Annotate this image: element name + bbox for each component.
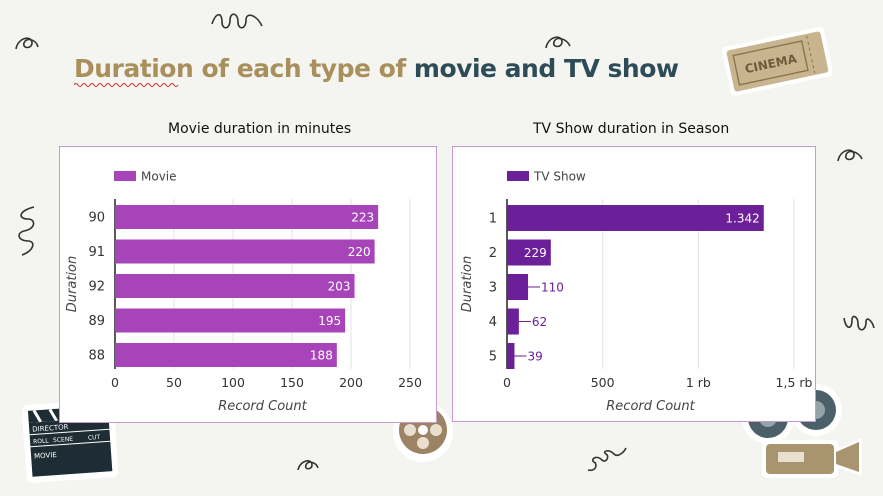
x-axis-title: Record Count [218, 399, 307, 414]
tvshow-chart-panel: 0 500 1 rb 1,5 rb TV Show 1 1.342 2 229 3 110 4 62 5 3… [452, 146, 816, 422]
clapper-scene-text: SCENE [53, 436, 74, 444]
squiggle-doodle [587, 447, 627, 472]
y-tick-label: 3 [489, 281, 497, 296]
x-tick-label: 0 [111, 375, 119, 390]
x-tick-label: 50 [166, 375, 182, 390]
x-tick-label: 1 rb [686, 375, 711, 390]
page-title: Duration of each type of movie and TV sh… [74, 54, 679, 83]
movie-chart-title: Movie duration in minutes [168, 121, 352, 137]
bar [115, 274, 355, 298]
legend-swatch [507, 171, 529, 181]
x-axis-title: Record Count [606, 399, 695, 414]
y-tick-label: 88 [88, 349, 105, 364]
data-label: 229 [524, 246, 547, 260]
legend-label: Movie [141, 170, 177, 184]
tvshow-duration-chart: 0 500 1 rb 1,5 rb TV Show 1 1.342 2 229 3 110 4 62 5 3… [460, 170, 813, 415]
bar [115, 239, 375, 264]
clapper-director-text: DIRECTOR [32, 423, 69, 434]
x-tick-label: 0 [503, 375, 511, 390]
x-tick-label: 250 [398, 375, 422, 390]
tvshow-chart-title: TV Show duration in Season [533, 121, 730, 137]
movie-duration-chart: 0 50 100 150 200 250 Movie 90 223 91 220 92 203 89 195… [65, 170, 422, 415]
y-axis-title: Duration [65, 256, 80, 312]
swirl-doodle [545, 36, 571, 49]
x-tick-label: 100 [221, 375, 245, 390]
y-tick-label: 90 [88, 211, 105, 226]
y-tick-label: 92 [88, 280, 105, 295]
y-tick-label: 1 [489, 212, 497, 227]
legend-swatch [114, 171, 136, 181]
bar [507, 239, 551, 266]
data-label: 188 [310, 349, 333, 363]
bar [115, 205, 379, 229]
legend-label: TV Show [533, 170, 586, 184]
title-part-two: movie and TV show [413, 54, 679, 83]
clapper-cut-text: CUT [88, 434, 101, 442]
y-tick-label: 89 [88, 314, 105, 329]
data-label: 195 [318, 314, 341, 328]
y-tick-label: 4 [489, 315, 497, 330]
data-label: 62 [532, 315, 547, 329]
cinema-ticket-sticker: CINEMA [722, 26, 833, 97]
bar [115, 343, 337, 367]
data-label: 110 [541, 281, 564, 295]
x-tick-label: 500 [591, 375, 615, 390]
bar [507, 343, 515, 369]
bar [115, 308, 346, 333]
x-tick-label: 150 [280, 375, 304, 390]
squiggle-doodle [18, 206, 35, 256]
spellcheck-underline [74, 83, 179, 87]
movie-chart-panel: 0 50 100 150 200 250 Movie 90 223 91 220 92 203 89 195… [59, 146, 437, 423]
data-label: 203 [328, 280, 351, 294]
title-part-one: Duration of each type of [74, 54, 406, 83]
swirl-doodle [297, 460, 319, 471]
data-label: 39 [527, 350, 542, 364]
swirl-doodle [15, 37, 39, 50]
y-axis-title: Duration [460, 256, 475, 312]
clapper-roll-text: ROLL [33, 437, 50, 445]
y-tick-label: 5 [489, 350, 497, 365]
x-tick-label: 200 [339, 375, 363, 390]
bar [507, 274, 529, 300]
bar [507, 308, 519, 335]
swirl-doodle [837, 149, 863, 162]
clapper-movie-text: MOVIE [34, 451, 57, 461]
x-tick-label: 1,5 rb [776, 375, 813, 390]
data-label: 1.342 [725, 212, 759, 226]
y-tick-label: 91 [88, 245, 105, 260]
data-label: 223 [351, 211, 374, 225]
y-tick-label: 2 [489, 246, 497, 261]
data-label: 220 [348, 245, 371, 259]
bar [507, 205, 764, 231]
squiggle-doodle [211, 13, 263, 29]
squiggle-doodle [843, 315, 875, 331]
